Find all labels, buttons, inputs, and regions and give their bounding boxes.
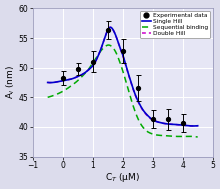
Double Hill bbox=[193, 125, 196, 127]
Sequential binding bbox=[119, 62, 121, 64]
Double Hill bbox=[170, 123, 172, 125]
Legend: Experimental data, Single Hill, Sequential binding, Double Hill: Experimental data, Single Hill, Sequenti… bbox=[140, 11, 210, 38]
Line: Sequential binding: Sequential binding bbox=[48, 45, 198, 137]
Single Hill bbox=[196, 125, 199, 127]
Single Hill bbox=[119, 47, 121, 49]
Double Hill bbox=[118, 44, 121, 47]
Sequential binding bbox=[136, 116, 139, 118]
Sequential binding bbox=[118, 59, 121, 62]
Sequential binding bbox=[107, 44, 110, 46]
Single Hill bbox=[118, 44, 121, 47]
Double Hill bbox=[136, 99, 139, 101]
Single Hill bbox=[193, 125, 196, 127]
Line: Double Hill: Double Hill bbox=[48, 27, 198, 126]
Double Hill bbox=[119, 47, 121, 49]
Y-axis label: A$_l$ (nm): A$_l$ (nm) bbox=[5, 66, 17, 99]
Sequential binding bbox=[46, 96, 49, 98]
Sequential binding bbox=[193, 136, 196, 138]
Double Hill bbox=[46, 81, 49, 84]
Single Hill bbox=[128, 75, 130, 77]
Single Hill bbox=[109, 26, 112, 29]
Double Hill bbox=[109, 26, 112, 28]
Line: Single Hill: Single Hill bbox=[48, 27, 198, 126]
X-axis label: C$_T$ (μM): C$_T$ (μM) bbox=[105, 171, 140, 184]
Sequential binding bbox=[128, 92, 130, 94]
Sequential binding bbox=[196, 136, 199, 138]
Single Hill bbox=[46, 81, 49, 84]
Sequential binding bbox=[170, 135, 172, 137]
Single Hill bbox=[170, 123, 172, 125]
Double Hill bbox=[128, 76, 130, 78]
Single Hill bbox=[192, 125, 195, 127]
Double Hill bbox=[192, 125, 195, 127]
Single Hill bbox=[136, 98, 139, 101]
Double Hill bbox=[196, 125, 199, 127]
